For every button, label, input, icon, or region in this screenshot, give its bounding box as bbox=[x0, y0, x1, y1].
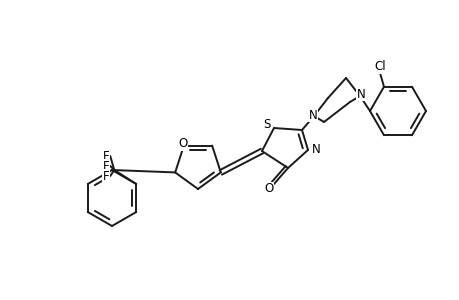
Text: O: O bbox=[178, 137, 187, 150]
Text: F: F bbox=[103, 149, 109, 163]
Text: N: N bbox=[308, 109, 317, 122]
Text: Cl: Cl bbox=[373, 60, 385, 73]
Text: N: N bbox=[311, 142, 319, 155]
Text: F: F bbox=[103, 160, 109, 172]
Text: S: S bbox=[263, 118, 270, 130]
Text: N: N bbox=[356, 88, 364, 100]
Text: O: O bbox=[264, 182, 273, 196]
Text: F: F bbox=[103, 169, 109, 182]
